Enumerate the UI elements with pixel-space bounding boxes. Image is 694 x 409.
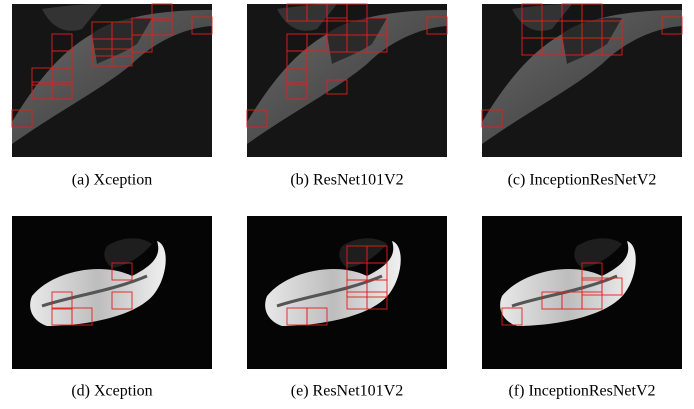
caption: (b) ResNet101V2 xyxy=(290,172,403,189)
panel-b-image xyxy=(247,4,447,157)
caption: (c) InceptionResNetV2 xyxy=(508,172,657,189)
caption: (f) InceptionResNetV2 xyxy=(508,383,655,400)
panel-e-image xyxy=(247,216,447,369)
panel-c-image xyxy=(482,4,682,157)
figure: (a) Xception (b) ResNet101V2 (c) Incepti… xyxy=(0,0,694,404)
panel-d-image xyxy=(12,216,212,369)
caption: (a) Xception xyxy=(72,172,152,189)
page: {"figure": {"panels": [ {"caption": "(a)… xyxy=(0,0,694,404)
caption: (d) Xception xyxy=(71,383,152,400)
caption: (e) ResNet101V2 xyxy=(291,383,403,400)
panel-a-image xyxy=(12,4,212,157)
panel-f-image xyxy=(482,216,682,369)
